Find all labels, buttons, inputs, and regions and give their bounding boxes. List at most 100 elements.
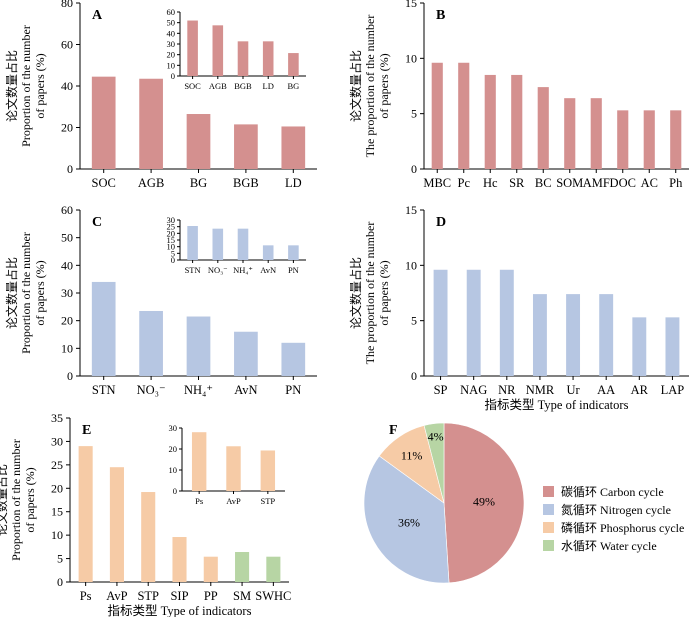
ylabel-en-line2: of papers (%): [377, 260, 391, 325]
pie-slice-1: [363, 455, 450, 584]
bar-b-0: [431, 62, 443, 170]
bar-d-2: [499, 269, 514, 376]
inset-bar-c-3: [262, 245, 274, 260]
legend-swatch-1: [543, 504, 554, 515]
ylabel-en-line1: Proportion of the number: [19, 25, 33, 147]
category-label: PN: [285, 383, 301, 397]
bar-b-9: [670, 110, 682, 169]
panel-letter: E: [82, 423, 91, 438]
category-label: STP: [137, 589, 159, 603]
category-label: DOC: [610, 176, 636, 190]
category-label: BG: [190, 176, 207, 190]
panel-a: 0 20 40 60 80 SOC AGB BG BGB LD A 论文数量占比 Proportion …: [4, 0, 317, 190]
y-tick-label: 5: [411, 107, 417, 121]
ylabel-cn: 论文数量占比: [4, 257, 19, 329]
y-tick-label: 60: [61, 38, 73, 52]
ylabel-cn: 论文数量占比: [348, 257, 363, 329]
y-tick-label: 20: [61, 314, 73, 328]
y-tick-label: 35: [51, 411, 63, 425]
category-label: SOM: [556, 176, 583, 190]
inset-category-label: Ps: [195, 496, 203, 506]
bar-d-6: [632, 317, 647, 376]
pie-slice-label: 4%: [428, 429, 444, 443]
legend-swatch-3: [543, 540, 554, 551]
ylabel-en-line2: of papers (%): [23, 467, 37, 532]
bar-e-6: [266, 556, 281, 582]
category-label: AGB: [138, 176, 164, 190]
ylabel-en-line2: of papers (%): [377, 53, 391, 118]
inset-bar-c-2: [237, 228, 249, 260]
category-label: NR: [498, 383, 516, 397]
inset-category-label: NO₃⁻: [208, 265, 228, 275]
y-tick-label: 80: [61, 0, 73, 10]
inset-bar-a-1: [212, 25, 224, 76]
category-label: AA: [597, 383, 615, 397]
bar-a-2: [186, 114, 211, 169]
y-tick-label: 15: [405, 203, 417, 217]
bar-e-5: [235, 552, 250, 582]
category-label: STN: [92, 383, 116, 397]
y-tick-label: 40: [61, 258, 73, 272]
ylabel-en-line1: The proportion of the number: [363, 222, 377, 365]
bar-e-4: [203, 556, 218, 582]
bar-c-0: [91, 281, 116, 376]
inset-y-tick-label: 0: [171, 255, 175, 265]
bar-b-6: [590, 98, 602, 169]
category-label: SP: [434, 383, 448, 397]
panel-c-ylabel: 论文数量占比 Proportion of the number of papers …: [4, 232, 47, 354]
inset-y-tick-label: 30: [167, 39, 176, 49]
inset-bar-e-0: [191, 432, 207, 491]
category-label: MBC: [423, 176, 451, 190]
category-label: NH₄⁺: [184, 383, 213, 397]
inset-y-tick-label: 30: [169, 423, 178, 433]
inset-y-tick-label: 40: [167, 28, 176, 38]
y-tick-label: 20: [51, 481, 63, 495]
bar-b-8: [643, 110, 655, 169]
ylabel-en-line1: Proportion of the number: [9, 439, 23, 561]
bar-b-1: [458, 62, 470, 170]
panel-d-ylabel: 论文数量占比 The proportion of the number of pap…: [348, 222, 391, 365]
legend-label: 磷循环 Phosphorus cycle: [561, 520, 684, 535]
bar-b-2: [484, 74, 496, 169]
category-label: Pc: [458, 176, 471, 190]
panel-b: 0 5 10 15 MBC Pc Hc SR BC SOM AMF DOC AC Ph B 论文数量占比 The…: [348, 0, 689, 190]
y-tick-label: 30: [51, 434, 63, 448]
category-label: Ps: [80, 589, 92, 603]
inset-y-tick-label: 20: [167, 228, 176, 238]
legend-label: 碳循环 Carbon cycle: [561, 485, 664, 499]
category-label: NAG: [460, 383, 487, 397]
ylabel-cn: 论文数量占比: [348, 50, 363, 122]
category-label: LAP: [661, 383, 685, 397]
panel-letter: C: [92, 215, 102, 230]
x-axis-title: 指标类型 Type of indicators: [108, 603, 252, 617]
inset-category-label: AvN: [260, 265, 276, 275]
pie-slice-3: [423, 422, 445, 504]
inset-y-tick-label: 25: [167, 222, 176, 232]
y-tick-label: 60: [61, 203, 73, 217]
category-label: NMR: [526, 383, 555, 397]
y-tick-label: 0: [411, 162, 417, 176]
bar-a-4: [281, 126, 306, 169]
inset-y-tick-label: 15: [167, 235, 176, 245]
y-tick-label: 5: [57, 552, 63, 566]
inset-bar-a-2: [237, 41, 249, 76]
category-label: AC: [641, 176, 658, 190]
ylabel-en-line2: of papers (%): [33, 53, 47, 118]
bar-e-3: [172, 537, 187, 582]
pie-slice-label: 11%: [401, 448, 423, 462]
y-tick-label: 15: [51, 505, 63, 519]
category-label: PP: [204, 589, 218, 603]
category-label: SWHC: [255, 589, 291, 603]
panel-letter: D: [436, 215, 446, 230]
bar-d-5: [599, 294, 614, 376]
inset-y-tick-label: 10: [169, 465, 178, 475]
bar-e-2: [141, 492, 156, 582]
inset-y-tick-label: 30: [167, 215, 176, 225]
category-label: SR: [509, 176, 525, 190]
category-label: Ph: [669, 176, 683, 190]
y-tick-label: 0: [411, 369, 417, 383]
inset-y-tick-label: 0: [171, 71, 175, 81]
